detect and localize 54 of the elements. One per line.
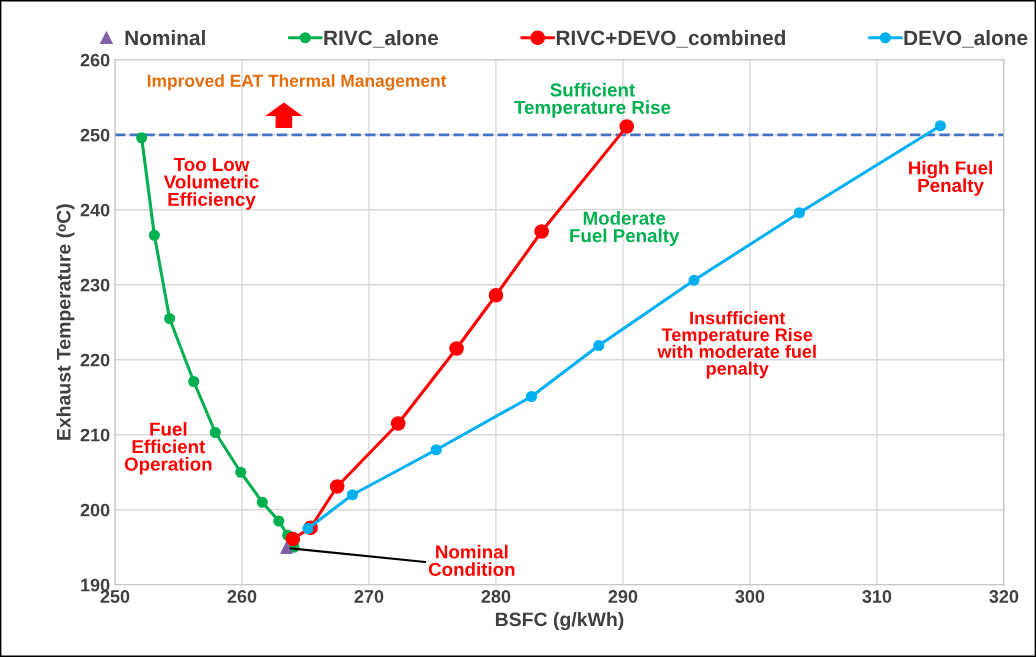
annotation: Sufficient Temperature Rise (514, 82, 671, 118)
x-tick-label: 310 (862, 590, 892, 603)
point (256, 496, 268, 508)
x-axis-title: BSFC (g/kWh) (495, 611, 624, 631)
point (534, 224, 549, 239)
x-tick-label: 320 (989, 590, 1019, 603)
point (329, 479, 345, 494)
point (390, 416, 406, 431)
y-tick-label: 260 (80, 53, 110, 67)
annotation: High Fuel Penalty (909, 160, 992, 196)
y-tick-label: 250 (80, 128, 110, 142)
point (525, 390, 538, 403)
point (488, 287, 504, 303)
legend-label: DEVO_alone (904, 29, 1028, 48)
y-tick-label: 230 (80, 278, 110, 292)
point (209, 426, 221, 439)
point (148, 229, 160, 241)
point (273, 515, 285, 527)
point (285, 531, 301, 547)
point (934, 120, 946, 132)
legend-label: RIVC_alone (324, 29, 439, 48)
annotation: Nominal Condition (428, 544, 515, 576)
point (235, 466, 247, 478)
point (280, 541, 293, 555)
x-tick-label: 290 (608, 590, 638, 603)
point (136, 132, 148, 144)
y-tick-label: 220 (80, 353, 110, 367)
y-tick-label: 200 (80, 503, 110, 517)
point (593, 339, 605, 352)
point (302, 522, 314, 535)
x-tick-label: 250 (100, 590, 130, 603)
x-tick-label: 300 (735, 590, 765, 603)
x-tick-label: 260 (227, 590, 257, 603)
point (430, 444, 442, 456)
x-tick-label: 270 (354, 590, 384, 603)
y-tick-label: 240 (80, 203, 110, 217)
y-axis-title: Exhaust Temperature (ᵒC) (56, 204, 75, 440)
annotation: Insufficient Temperature Rise with moderate fuel penalty (657, 311, 816, 379)
annotation: Moderate Fuel Penalty (570, 211, 680, 246)
point (793, 207, 805, 219)
point (449, 341, 464, 356)
annotation: Too Low Volumetric Efficiency (163, 157, 259, 210)
point (688, 274, 700, 286)
point (346, 489, 359, 501)
point (619, 119, 635, 134)
point (188, 375, 200, 388)
legend-label: Nominal (125, 29, 205, 46)
point (164, 312, 176, 325)
x-tick-label: 280 (481, 590, 511, 603)
annotation: Improved EAT Thermal Management (147, 74, 447, 91)
y-tick-label: 190 (81, 578, 110, 592)
legend-label: RIVC+DEVO_combined (556, 29, 786, 48)
y-tick-label: 210 (80, 428, 110, 442)
annotation: Fuel Efficient Operation (124, 422, 212, 475)
